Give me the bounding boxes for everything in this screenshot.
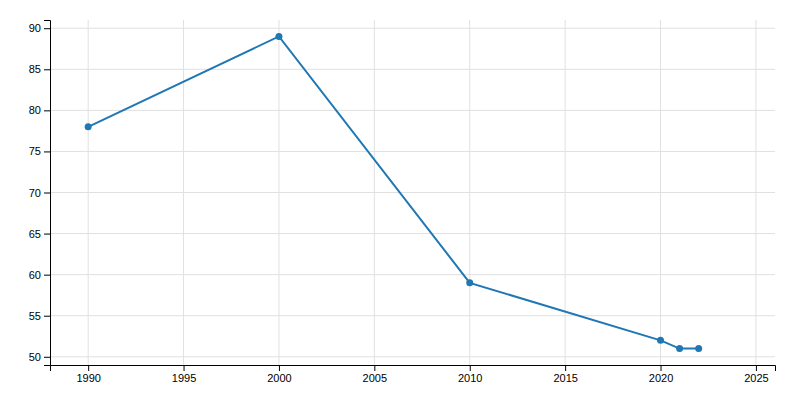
- tick-label: 55: [29, 310, 41, 322]
- grid-line: [50, 274, 775, 275]
- tick: 60: [29, 269, 50, 281]
- grid-line: [50, 233, 775, 234]
- tick-label: 2020: [649, 372, 673, 384]
- tick-label: 70: [29, 187, 41, 199]
- tick-label: 2025: [744, 372, 768, 384]
- grid-line: [50, 69, 775, 70]
- tick: 55: [29, 310, 50, 322]
- tick: 2010: [458, 365, 482, 384]
- point: [85, 123, 92, 130]
- grid-line: [50, 110, 775, 111]
- y-axis: 50 55 60 65 70 75 80 85 90: [29, 21, 51, 366]
- point: [676, 345, 683, 352]
- tick-label: 2010: [458, 372, 482, 384]
- point: [466, 279, 473, 286]
- tick-mark: [44, 193, 50, 194]
- grid: [50, 20, 775, 365]
- tick-label: 65: [29, 228, 41, 240]
- tick: 75: [29, 145, 50, 157]
- tick: 85: [29, 63, 50, 75]
- tick-mark: [279, 365, 280, 371]
- tick-label: 85: [29, 63, 41, 75]
- tick-mark: [44, 28, 50, 29]
- tick-mark: [88, 365, 89, 371]
- tick-mark: [184, 365, 185, 371]
- tick: 65: [29, 228, 50, 240]
- tick-mark: [756, 365, 757, 371]
- grid-line: [50, 151, 775, 152]
- tick-mark: [374, 365, 375, 371]
- axis-line: [51, 366, 776, 372]
- point: [657, 337, 664, 344]
- grid-line: [50, 192, 775, 193]
- tick-label: 2000: [267, 372, 291, 384]
- tick: 1990: [76, 365, 100, 384]
- tick-mark: [44, 69, 50, 70]
- tick-mark: [44, 316, 50, 317]
- chart: 1990 1995 2000 2005 2010 2015 2020 2025 50 55 60 65…: [0, 0, 800, 400]
- tick: 90: [29, 22, 50, 34]
- series: [85, 33, 703, 352]
- tick-mark: [44, 234, 50, 235]
- line: [88, 36, 699, 348]
- tick: 1995: [172, 365, 196, 384]
- tick-mark: [565, 365, 566, 371]
- tick-label: 60: [29, 269, 41, 281]
- tick-mark: [44, 357, 50, 358]
- tick: 2000: [267, 365, 291, 384]
- x-axis: 1990 1995 2000 2005 2010 2015 2020 2025: [51, 365, 776, 384]
- tick-mark: [661, 365, 662, 371]
- tick-label: 1990: [76, 372, 100, 384]
- tick: 80: [29, 104, 50, 116]
- point: [275, 33, 282, 40]
- tick: 2015: [553, 365, 577, 384]
- grid-line: [50, 28, 775, 29]
- tick-label: 75: [29, 145, 41, 157]
- plot-area: 1990 1995 2000 2005 2010 2015 2020 2025 50 55 60 65…: [29, 20, 776, 384]
- axis-line: [44, 21, 51, 366]
- tick: 70: [29, 187, 50, 199]
- tick-label: 1995: [172, 372, 196, 384]
- tick-label: 2015: [553, 372, 577, 384]
- tick-mark: [44, 275, 50, 276]
- tick-label: 80: [29, 104, 41, 116]
- tick-label: 90: [29, 22, 41, 34]
- grid-line: [50, 356, 775, 357]
- tick: 2025: [744, 365, 768, 384]
- grid-line: [50, 315, 775, 316]
- tick-mark: [44, 151, 50, 152]
- tick-label: 50: [29, 351, 41, 363]
- tick-label: 2005: [363, 372, 387, 384]
- tick: 50: [29, 351, 50, 363]
- tick: 2020: [649, 365, 673, 384]
- point: [695, 345, 702, 352]
- tick-mark: [470, 365, 471, 371]
- tick-mark: [44, 110, 50, 111]
- tick: 2005: [363, 365, 387, 384]
